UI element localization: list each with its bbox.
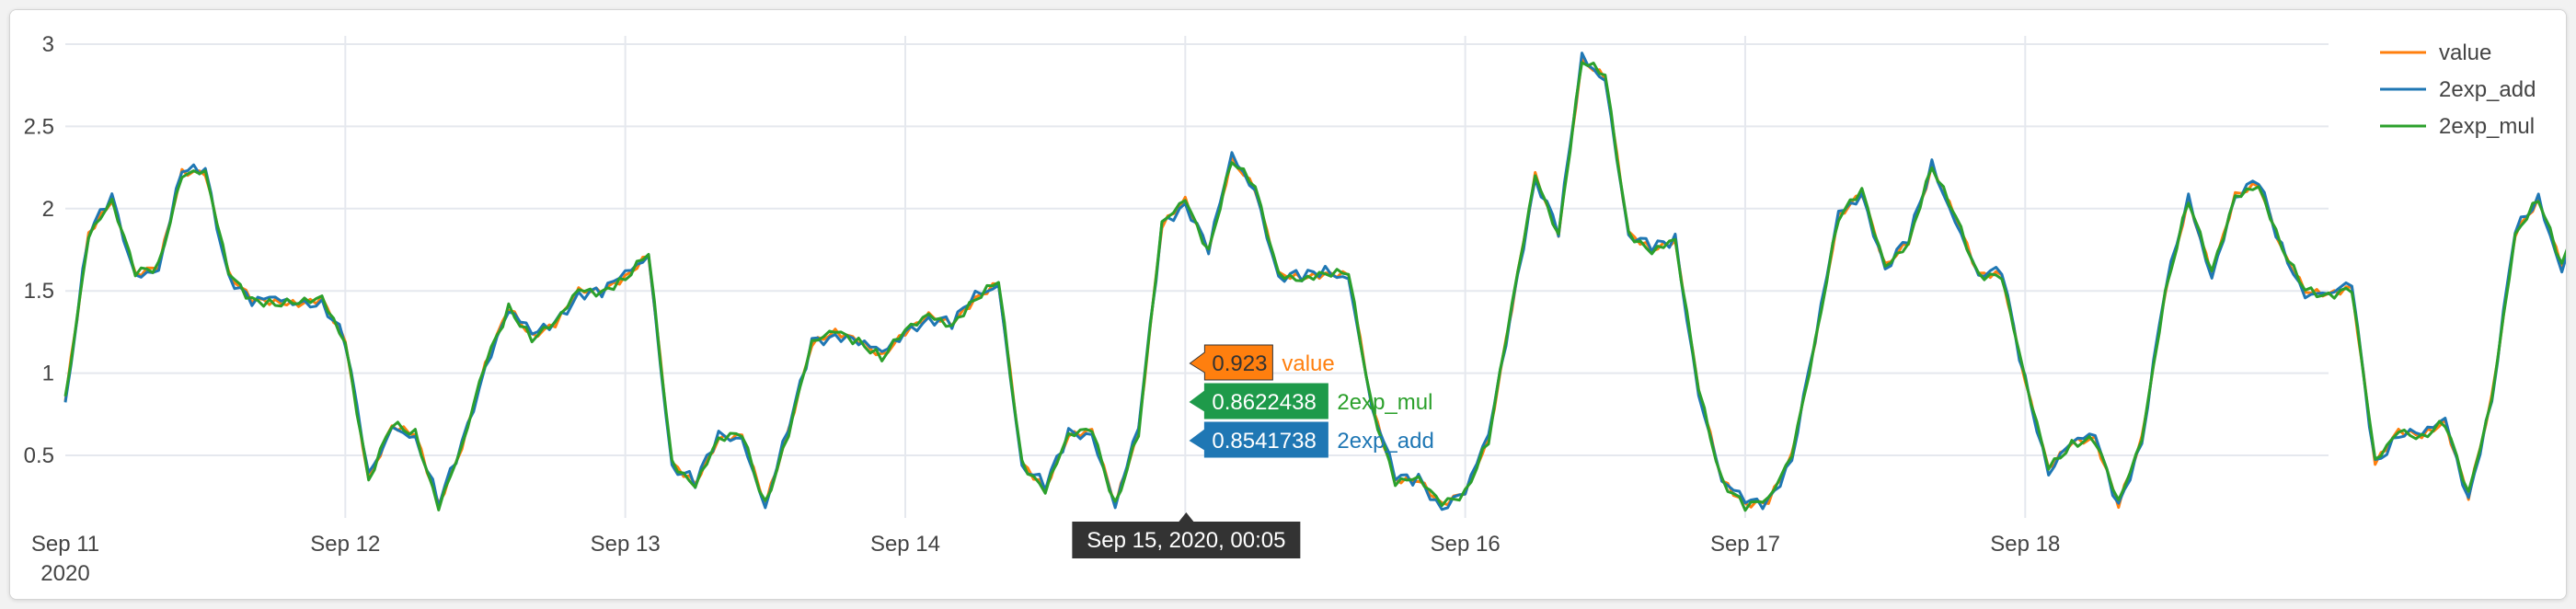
x-tick-label: Sep 18 (1990, 532, 2060, 557)
gridlines (65, 36, 2329, 518)
hover-series-name-2exp_add: 2exp_add (1337, 429, 1433, 454)
hover-x-pointer (1179, 512, 1194, 522)
series-lines (63, 52, 2566, 512)
legend[interactable]: value 2exp_add 2exp_mul (2380, 40, 2536, 139)
legend-label-2exp_add: 2exp_add (2439, 77, 2536, 102)
y-tick-label: 1.5 (24, 279, 54, 304)
y-tick-label: 2 (42, 197, 54, 222)
series-line-2exp_mul (63, 61, 2566, 512)
legend-label-2exp_mul: 2exp_mul (2439, 114, 2535, 139)
hover-x-box (1072, 522, 1301, 558)
hover-series-name-value: value (1282, 351, 1334, 376)
hover-value-2exp_add: 0.8541738 (1212, 429, 1316, 454)
hover-value-2exp_mul: 0.8622438 (1212, 390, 1316, 415)
legend-label-value: value (2439, 40, 2491, 65)
x-tick-label: Sep 12 (310, 532, 380, 557)
y-tick-label: 3 (42, 32, 54, 57)
hover-tooltip: Sep 15, 2020, 00:05 0.923 value 0.8622438 2e… (1072, 344, 1434, 558)
hover-box-2exp_add (1189, 421, 1328, 458)
hover-box-value (1189, 344, 1273, 381)
y-tick-label: 2.5 (24, 114, 54, 139)
x-tick-label: Sep 11 (31, 532, 99, 557)
hover-x-label: Sep 15, 2020, 00:05 (1087, 528, 1285, 553)
y-axis-ticks: 0.5 1 1.5 2 2.5 3 (24, 32, 54, 468)
hover-series-name-2exp_mul: 2exp_mul (1337, 390, 1432, 415)
x-tick-sublabel: 2020 (40, 561, 89, 586)
x-tick-label: Sep 17 (1710, 532, 1780, 557)
hover-box-2exp_mul (1189, 383, 1328, 419)
x-tick-label: Sep 14 (870, 532, 940, 557)
x-tick-label: Sep 13 (591, 532, 661, 557)
chart-background (10, 10, 2566, 599)
hover-value-value: 0.923 (1212, 351, 1267, 376)
y-tick-label: 1 (42, 362, 54, 386)
y-tick-label: 0.5 (24, 443, 54, 468)
series-line-2exp_add (63, 52, 2566, 511)
x-tick-label: Sep 16 (1431, 532, 1501, 557)
